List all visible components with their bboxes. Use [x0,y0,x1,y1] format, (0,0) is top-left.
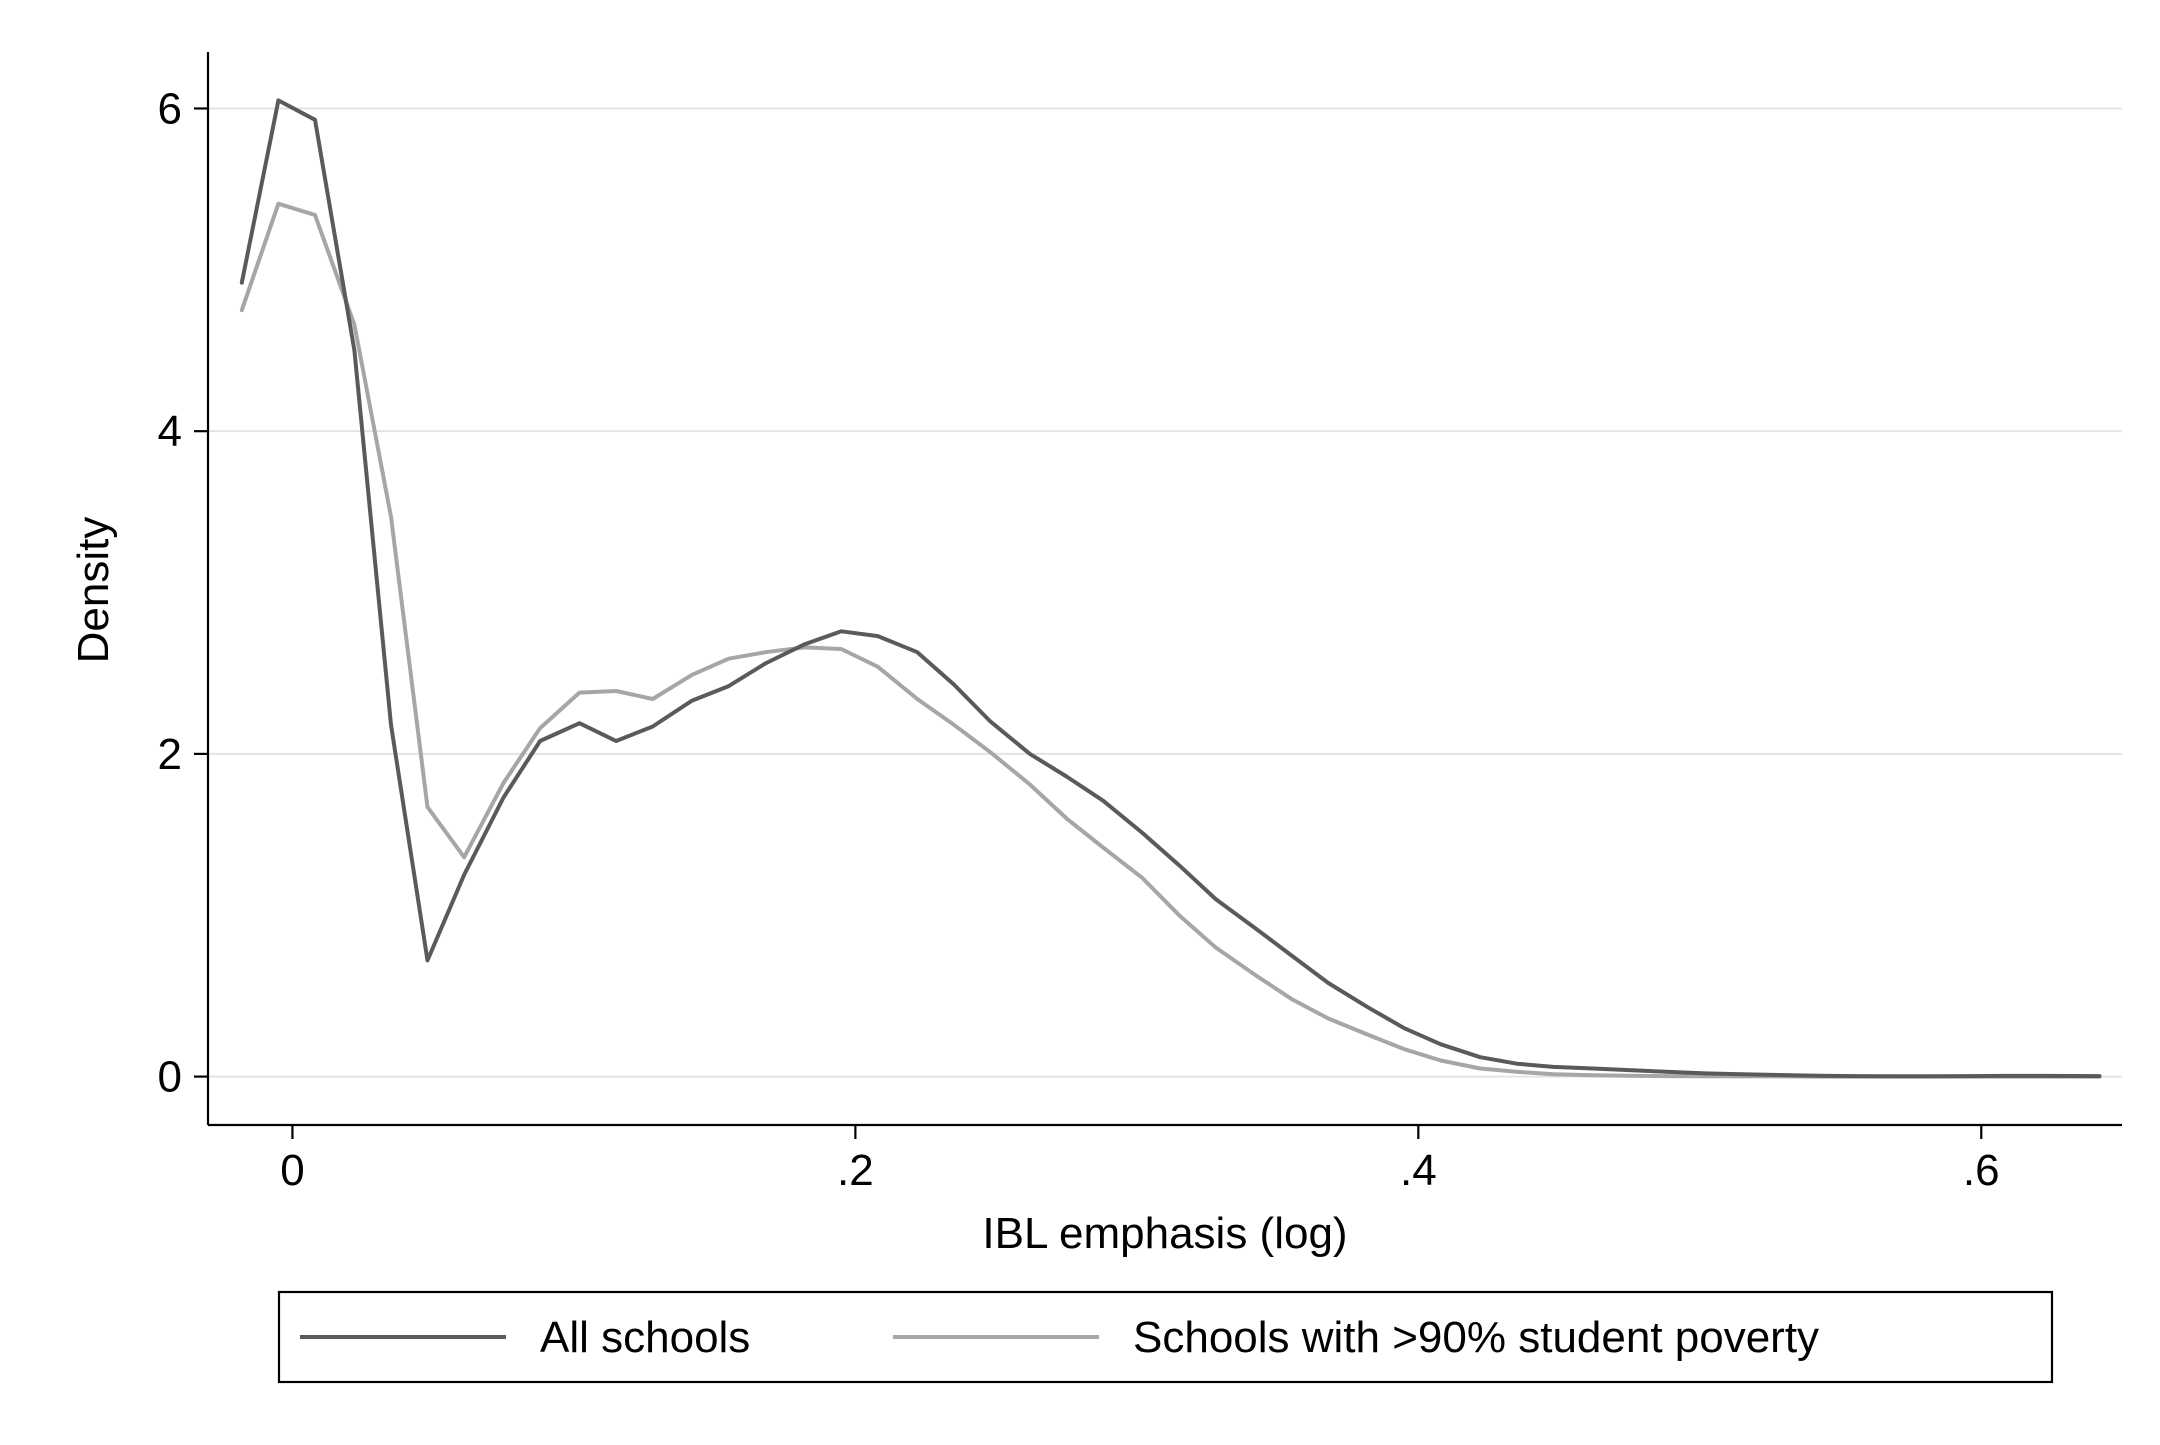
series-lines [239,98,2102,1079]
series-line-1 [239,201,2102,1079]
x-tick-label-0: 0 [280,1146,304,1195]
y-tick-label-1: 2 [158,730,182,779]
gridlines [208,107,2122,1078]
y-tick-label-2: 4 [158,407,182,456]
x-ticks: 0 .2 .4 .6 [280,1125,2000,1195]
y-ticks: 0 2 4 6 [158,84,208,1102]
series-line-0 [239,98,2102,1079]
legend-box [277,1290,2054,1384]
x-tick-label-3: .6 [1963,1146,2000,1195]
legend-label-all-schools: All schools [540,1313,750,1362]
x-tick-label-1: .2 [837,1146,874,1195]
x-tick-label-2: .4 [1400,1146,1437,1195]
legend-label-high-poverty: Schools with >90% student poverty [1133,1313,1819,1362]
legend: All schools Schools with >90% student po… [277,1290,2054,1384]
y-tick-label-0: 0 [158,1053,182,1102]
axes [206,52,2122,1127]
x-axis-label: IBL emphasis (log) [982,1209,1347,1258]
y-axis-label: Density [69,517,118,664]
y-tick-label-3: 6 [158,84,182,133]
